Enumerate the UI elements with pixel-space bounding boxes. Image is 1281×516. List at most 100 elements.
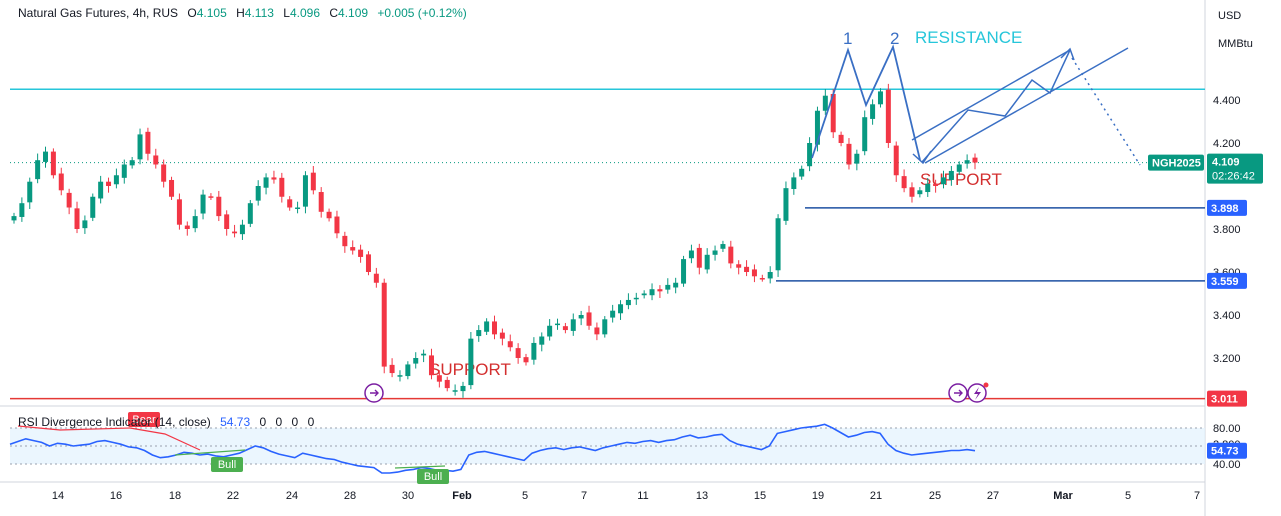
- candle: [373, 267, 379, 288]
- candle: [106, 177, 112, 193]
- candle: [854, 149, 860, 171]
- candle-body: [649, 289, 655, 296]
- candle: [413, 352, 419, 369]
- candle: [129, 156, 135, 169]
- rsi-value-tag-bg: [1207, 442, 1247, 459]
- candle: [239, 219, 245, 240]
- candle-body: [681, 259, 687, 284]
- candle-body: [169, 179, 175, 197]
- high-label: H: [236, 6, 245, 20]
- candle: [562, 322, 568, 334]
- x-tick-label: 28: [344, 490, 356, 502]
- candle-body: [814, 110, 820, 145]
- rsi-tick-label: 80.00: [1213, 423, 1241, 435]
- notification-dot: [983, 382, 989, 388]
- price-tag-3898-bg: [1207, 199, 1247, 216]
- candle-body: [74, 208, 80, 229]
- candle-body: [507, 341, 513, 348]
- y-tick-label: 4.200: [1213, 138, 1241, 150]
- candle: [452, 384, 458, 396]
- candle-body: [444, 379, 450, 389]
- rsi-value: 54.73: [220, 415, 251, 429]
- candle-body: [192, 216, 198, 229]
- price-tag-3011-bg: [1207, 390, 1247, 407]
- candle: [444, 376, 450, 392]
- candle: [27, 177, 33, 210]
- candle-body: [618, 304, 624, 314]
- candle: [555, 318, 561, 330]
- candle-body: [862, 117, 868, 152]
- candle-body: [610, 310, 616, 318]
- rsi-line: [9, 423, 976, 474]
- unit-label[interactable]: MMBtu: [1218, 38, 1253, 50]
- candle-body: [436, 375, 442, 382]
- candle: [153, 148, 159, 169]
- event-icon-glyph: [370, 389, 379, 397]
- currency-label[interactable]: USD: [1218, 10, 1242, 22]
- candle: [476, 325, 482, 342]
- candle: [901, 169, 907, 193]
- candle: [594, 322, 600, 341]
- candle: [405, 361, 411, 380]
- divergence-tag: Bull: [218, 459, 236, 471]
- candle-body: [625, 299, 631, 306]
- projected-decline: [1071, 57, 1141, 166]
- candle-body: [113, 175, 119, 185]
- candle-body: [326, 211, 332, 219]
- rsi-zero-4: 0: [307, 415, 315, 429]
- candle: [917, 187, 923, 198]
- candle: [838, 131, 844, 147]
- candle-body: [66, 192, 72, 208]
- candle: [791, 172, 797, 195]
- candle-body: [688, 250, 694, 259]
- candle-body: [153, 155, 159, 165]
- candle: [216, 190, 222, 222]
- candle: [326, 208, 332, 222]
- candle-body: [381, 282, 387, 367]
- levels-layer: RESISTANCESUPPORTSUPPORT: [10, 28, 1205, 400]
- candle-body: [555, 323, 561, 326]
- candle: [909, 182, 915, 203]
- candle-body: [389, 364, 395, 374]
- divergence-tag: Bear: [132, 414, 156, 426]
- candle-body: [176, 199, 182, 225]
- candle-body: [562, 326, 568, 331]
- rsi-zero-3: 0: [291, 415, 299, 429]
- candle-body: [247, 203, 253, 224]
- channel-upper: [911, 49, 1071, 141]
- candle-body: [90, 196, 96, 218]
- candle: [263, 173, 269, 195]
- candle-body: [728, 246, 734, 264]
- candle: [255, 180, 261, 206]
- candle-body: [216, 196, 222, 217]
- candle-body: [515, 348, 521, 358]
- candles-layer: [11, 83, 978, 398]
- x-tick-label: 18: [169, 490, 181, 502]
- candle: [11, 212, 17, 224]
- x-tick-label: 5: [522, 490, 528, 502]
- candle: [460, 381, 466, 398]
- candle: [775, 214, 781, 277]
- symbol-tag-bg: [1148, 154, 1204, 171]
- candle: [428, 348, 434, 380]
- candle: [767, 266, 773, 284]
- projected-path: [921, 49, 1071, 163]
- candle-body: [476, 330, 482, 337]
- candle-body: [318, 192, 324, 212]
- candle-body: [208, 196, 214, 198]
- candle-body: [50, 151, 56, 176]
- candle: [295, 201, 301, 214]
- candle: [570, 313, 576, 336]
- candle-body: [822, 95, 828, 111]
- candle-body: [578, 315, 584, 319]
- candle: [720, 240, 726, 253]
- candle-body: [271, 177, 277, 180]
- candle: [176, 193, 182, 230]
- candle: [468, 331, 474, 390]
- candle-body: [870, 104, 876, 119]
- open-label: O: [187, 6, 197, 20]
- candle-body: [82, 220, 88, 229]
- candle-body: [255, 186, 261, 201]
- x-tick-label: 13: [696, 490, 708, 502]
